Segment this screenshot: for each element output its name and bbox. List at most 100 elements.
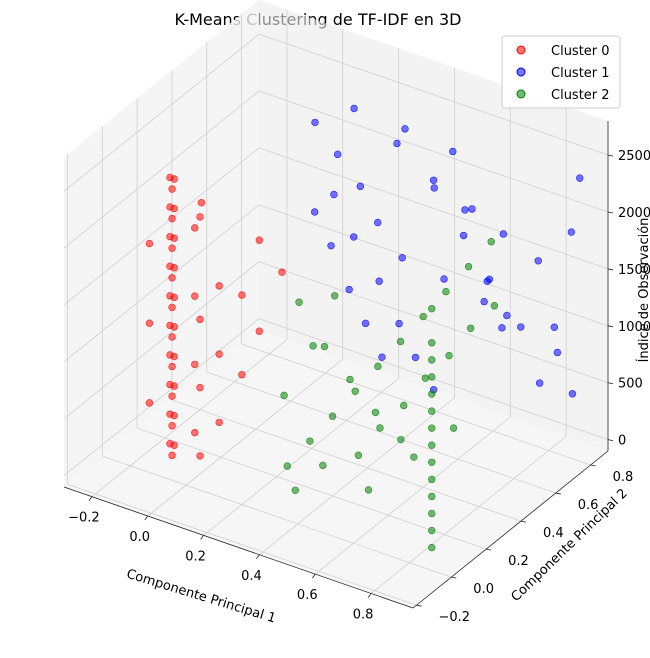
point-cluster-2 — [428, 458, 436, 466]
point-cluster-2 — [306, 437, 314, 445]
point-cluster-2 — [295, 298, 303, 306]
point-cluster-1 — [567, 228, 576, 236]
point-cluster-1 — [461, 206, 469, 214]
point-cluster-1 — [553, 348, 562, 357]
point-cluster-2 — [319, 461, 327, 470]
point-cluster-1 — [350, 233, 358, 241]
point-cluster-2 — [364, 486, 373, 494]
point-cluster-0 — [168, 185, 176, 193]
point-cluster-1 — [535, 379, 544, 387]
point-cluster-1 — [350, 104, 358, 113]
point-cluster-2 — [419, 312, 427, 321]
point-cluster-2 — [445, 351, 453, 360]
point-cluster-2 — [328, 412, 337, 420]
point-cluster-1 — [440, 275, 448, 283]
point-cluster-2 — [346, 375, 354, 384]
point-cluster-0 — [191, 360, 199, 369]
y-tick-label: 0.2 — [508, 554, 529, 569]
point-cluster-2 — [428, 492, 436, 501]
point-cluster-1 — [449, 147, 457, 156]
point-cluster-1 — [374, 218, 382, 227]
point-cluster-1 — [483, 277, 491, 285]
legend-label-cluster-1: Cluster 1 — [551, 66, 610, 81]
point-cluster-2 — [351, 387, 359, 396]
x-tick-label: −0.2 — [68, 511, 100, 526]
point-cluster-2 — [490, 302, 499, 310]
point-cluster-2 — [421, 374, 430, 382]
point-cluster-0 — [166, 262, 174, 270]
legend-marker-cluster-1 — [516, 67, 526, 77]
point-cluster-1 — [375, 277, 383, 285]
point-cluster-2 — [400, 401, 408, 410]
point-cluster-1 — [311, 118, 319, 127]
point-cluster-0 — [168, 244, 176, 252]
point-cluster-1 — [327, 242, 335, 250]
point-cluster-1 — [459, 231, 468, 240]
point-cluster-0 — [278, 268, 286, 276]
x-tick-label: 0.8 — [353, 607, 374, 622]
point-cluster-2 — [283, 462, 291, 470]
point-cluster-0 — [238, 291, 246, 299]
point-cluster-2 — [442, 287, 450, 296]
point-cluster-0 — [168, 333, 176, 341]
scatter-points — [145, 104, 584, 552]
point-cluster-1 — [310, 208, 319, 216]
point-cluster-2 — [280, 391, 288, 400]
point-cluster-0 — [191, 428, 199, 437]
point-cluster-1 — [517, 323, 525, 331]
point-cluster-0 — [168, 392, 176, 400]
z-tick-label: 1500 — [618, 263, 650, 278]
point-cluster-0 — [255, 327, 264, 335]
legend-box — [501, 35, 621, 109]
y-tick-label: 0.6 — [578, 498, 599, 513]
point-cluster-0 — [145, 239, 154, 248]
point-cluster-0 — [166, 410, 174, 418]
point-cluster-1 — [468, 205, 476, 213]
point-cluster-0 — [196, 315, 204, 324]
point-cluster-2 — [320, 342, 329, 351]
point-cluster-1 — [361, 319, 370, 328]
point-cluster-2 — [428, 339, 436, 347]
point-cluster-1 — [345, 285, 353, 294]
point-cluster-2 — [428, 475, 436, 484]
point-cluster-1 — [430, 184, 438, 192]
point-cluster-2 — [428, 304, 436, 313]
point-cluster-1 — [576, 174, 584, 182]
point-cluster-2 — [428, 509, 436, 518]
z-axis-label: Índice de Observación — [636, 218, 650, 363]
point-cluster-0 — [196, 383, 204, 392]
x-tick-label: 0.6 — [297, 588, 318, 603]
legend-marker-cluster-0 — [516, 45, 526, 55]
point-cluster-0 — [238, 371, 246, 379]
point-cluster-2 — [396, 337, 405, 346]
point-cluster-0 — [166, 321, 174, 330]
y-tick-label: 0.0 — [473, 582, 494, 597]
point-cluster-1 — [568, 390, 577, 398]
point-cluster-1 — [330, 190, 338, 199]
point-cluster-2 — [428, 390, 436, 398]
z-tick-label: 2000 — [618, 206, 650, 221]
point-cluster-0 — [215, 350, 223, 358]
point-cluster-0 — [168, 214, 176, 223]
point-cluster-0 — [215, 282, 223, 290]
x-tick-label: 0.2 — [185, 549, 206, 564]
point-cluster-0 — [145, 319, 154, 327]
point-cluster-2 — [464, 262, 473, 271]
point-cluster-1 — [356, 182, 365, 191]
point-cluster-0 — [168, 451, 176, 460]
point-cluster-0 — [197, 198, 206, 207]
z-tick-label: 1000 — [618, 320, 650, 335]
point-cluster-0 — [166, 203, 174, 211]
point-cluster-2 — [291, 486, 299, 494]
legend-marker-cluster-2 — [516, 89, 526, 99]
point-cluster-1 — [503, 311, 511, 320]
y-tick-label: −0.2 — [438, 610, 470, 625]
axis-panes — [64, 0, 608, 608]
point-cluster-2 — [487, 238, 495, 246]
point-cluster-1 — [393, 139, 401, 148]
point-cluster-0 — [168, 303, 176, 312]
point-cluster-0 — [191, 224, 199, 232]
point-cluster-1 — [498, 324, 506, 332]
y-tick-label: 0.8 — [613, 470, 634, 485]
